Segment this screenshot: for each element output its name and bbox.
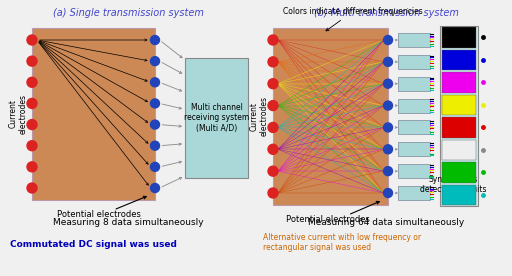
Bar xyxy=(442,72,476,92)
Circle shape xyxy=(268,100,278,111)
Bar xyxy=(442,27,476,47)
Bar xyxy=(442,162,476,182)
Circle shape xyxy=(383,79,393,88)
Circle shape xyxy=(151,78,160,87)
Text: Measuring 64 data simultaneously: Measuring 64 data simultaneously xyxy=(308,218,464,227)
Circle shape xyxy=(27,183,37,193)
Circle shape xyxy=(151,184,160,192)
Circle shape xyxy=(151,36,160,44)
Bar xyxy=(442,117,476,137)
Text: Potential electrodes: Potential electrodes xyxy=(56,210,140,219)
Circle shape xyxy=(383,123,393,132)
Circle shape xyxy=(268,57,278,67)
Bar xyxy=(398,164,430,178)
Circle shape xyxy=(27,99,37,108)
Circle shape xyxy=(268,123,278,132)
Text: Commutated DC signal was used: Commutated DC signal was used xyxy=(10,240,177,249)
Circle shape xyxy=(383,101,393,110)
Bar xyxy=(442,184,476,205)
Bar xyxy=(442,49,476,70)
Bar xyxy=(398,33,430,47)
Circle shape xyxy=(383,36,393,44)
Text: Colors indicate different frequencies: Colors indicate different frequencies xyxy=(283,7,423,31)
Circle shape xyxy=(268,79,278,89)
Circle shape xyxy=(383,189,393,198)
Bar xyxy=(273,28,388,205)
Circle shape xyxy=(268,35,278,45)
Circle shape xyxy=(27,35,37,45)
Bar xyxy=(442,139,476,160)
Circle shape xyxy=(151,141,160,150)
Text: (a) Single transmission system: (a) Single transmission system xyxy=(53,8,203,18)
Circle shape xyxy=(151,99,160,108)
Text: Synchronous
detection circuits: Synchronous detection circuits xyxy=(420,175,486,194)
Bar xyxy=(442,94,476,115)
Circle shape xyxy=(383,57,393,66)
Circle shape xyxy=(151,57,160,66)
Bar xyxy=(398,142,430,156)
Text: Potential electrodes: Potential electrodes xyxy=(286,215,370,224)
Text: Current
electrodes: Current electrodes xyxy=(8,94,28,134)
Circle shape xyxy=(383,167,393,176)
Text: Alternative current with low frequency or
rectangular signal was used: Alternative current with low frequency o… xyxy=(263,233,421,252)
Bar xyxy=(440,26,478,206)
Circle shape xyxy=(268,166,278,176)
Circle shape xyxy=(151,162,160,171)
Bar xyxy=(398,55,430,69)
Circle shape xyxy=(268,144,278,154)
Circle shape xyxy=(268,188,278,198)
Bar xyxy=(185,58,248,178)
Bar xyxy=(398,120,430,134)
Bar xyxy=(398,186,430,200)
Circle shape xyxy=(27,162,37,172)
Circle shape xyxy=(383,145,393,154)
Bar xyxy=(32,28,155,200)
Circle shape xyxy=(27,141,37,151)
Text: (b) Multi transmission system: (b) Multi transmission system xyxy=(313,8,458,18)
Bar xyxy=(398,99,430,113)
Text: Current
electrodes: Current electrodes xyxy=(249,97,269,137)
Circle shape xyxy=(27,56,37,66)
Circle shape xyxy=(151,120,160,129)
Text: Multi channel
receiving system
(Multi A/D): Multi channel receiving system (Multi A/… xyxy=(184,103,249,133)
Circle shape xyxy=(27,120,37,129)
Circle shape xyxy=(27,77,37,87)
Bar xyxy=(398,77,430,91)
Text: Measuring 8 data simultaneously: Measuring 8 data simultaneously xyxy=(53,218,203,227)
